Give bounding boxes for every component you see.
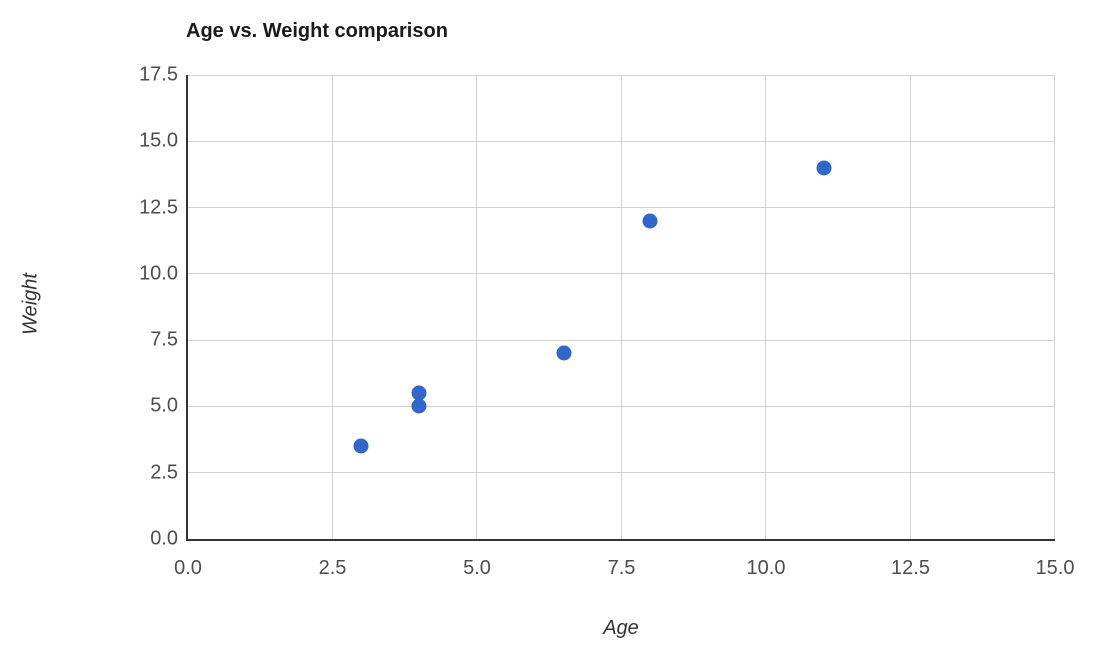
y-tick-label: 17.5 [139, 63, 178, 86]
data-point [411, 385, 427, 401]
x-tick-label: 0.0 [174, 557, 202, 579]
x-tick-label: 7.5 [607, 557, 636, 579]
x-gridline [331, 75, 333, 539]
x-tick-label: 5.0 [463, 557, 491, 579]
y-gridline [188, 273, 1055, 275]
y-tick-label: 5.0 [150, 394, 178, 417]
y-gridline [188, 472, 1055, 474]
x-tick-label: 15.0 [1035, 557, 1075, 579]
x-tick-label: 10.0 [746, 557, 786, 579]
x-gridline [621, 75, 622, 539]
data-point [816, 160, 832, 176]
x-gridline [476, 75, 478, 539]
x-gridline [1054, 75, 1055, 539]
data-point [353, 438, 369, 454]
x-gridline [910, 75, 911, 539]
y-tick-label: 10.0 [139, 262, 178, 285]
x-tick-label: 2.5 [318, 557, 347, 579]
y-gridline [188, 207, 1055, 209]
y-gridline [188, 75, 1055, 76]
y-gridline [188, 140, 1055, 142]
y-tick-label: 2.5 [150, 461, 178, 484]
chart-title: Age vs. Weight comparison [186, 20, 448, 42]
x-axis-label: Age [603, 617, 639, 639]
data-point [642, 213, 658, 229]
y-tick-label: 7.5 [150, 328, 178, 351]
y-gridline [188, 339, 1055, 341]
plot-area [186, 75, 1055, 541]
y-tick-label: 0.0 [150, 527, 178, 550]
y-tick-label: 15.0 [139, 129, 178, 152]
x-tick-label: 12.5 [891, 557, 930, 579]
y-tick-label: 12.5 [139, 196, 178, 219]
data-point [556, 345, 572, 361]
y-gridline [188, 405, 1055, 407]
x-gridline [765, 75, 767, 539]
data-point [411, 398, 427, 414]
